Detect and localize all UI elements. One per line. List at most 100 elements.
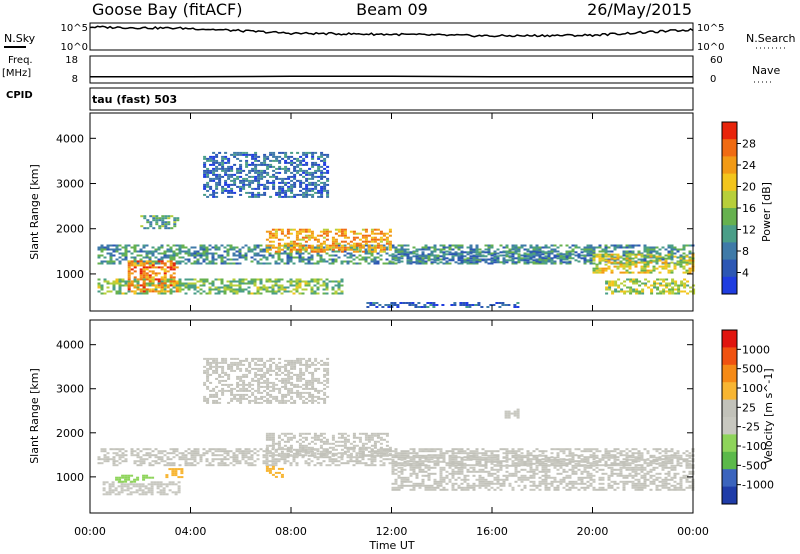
data-cell: [364, 258, 368, 261]
data-cell: [305, 401, 309, 404]
data-cell: [209, 373, 213, 376]
data-cell: [235, 280, 239, 283]
data-cell: [215, 377, 219, 380]
data-cell: [358, 248, 362, 251]
data-cell: [343, 234, 347, 237]
data-cell: [121, 476, 125, 479]
data-cell: [239, 189, 243, 192]
data-cell: [667, 252, 671, 255]
data-cell: [142, 280, 146, 283]
data-cell: [167, 217, 171, 220]
data-cell: [604, 452, 608, 455]
data-cell: [346, 262, 350, 265]
data-cell: [145, 250, 149, 253]
data-cell: [331, 446, 335, 449]
data-cell: [436, 262, 440, 265]
data-cell: [349, 460, 353, 463]
data-cell: [376, 228, 380, 231]
data-cell: [379, 250, 383, 253]
data-cell: [619, 265, 623, 268]
data-cell: [299, 161, 303, 164]
data-cell: [141, 491, 145, 494]
data-cell: [505, 255, 509, 258]
data-cell: [289, 250, 293, 253]
data-cell: [328, 230, 332, 233]
data-cell: [139, 274, 143, 277]
data-cell: [311, 399, 315, 402]
data-cell: [100, 244, 104, 247]
data-cell: [287, 359, 291, 362]
data-cell: [319, 258, 323, 261]
data-cell: [418, 248, 422, 251]
data-cell: [532, 256, 536, 259]
data-cell: [244, 460, 248, 463]
data-cell: [212, 399, 216, 402]
data-cell: [284, 165, 288, 168]
data-cell: [370, 458, 374, 461]
data-cell: [454, 261, 458, 264]
data-cell: [247, 450, 251, 453]
data-cell: [127, 476, 131, 479]
data-cell: [132, 483, 136, 486]
data-cell: [325, 456, 329, 459]
data-cell: [199, 244, 203, 247]
data-cell: [115, 282, 119, 285]
data-cell: [583, 450, 587, 453]
data-cell: [245, 191, 249, 194]
data-cell: [233, 163, 237, 166]
data-cell: [508, 259, 512, 262]
data-cell: [277, 250, 281, 253]
data-cell: [275, 193, 279, 196]
data-cell: [106, 262, 110, 265]
data-cell: [160, 266, 164, 269]
data-cell: [499, 261, 503, 264]
data-cell: [562, 450, 566, 453]
data-cell: [331, 248, 335, 251]
data-cell: [517, 456, 521, 459]
data-cell: [232, 288, 236, 291]
data-cell: [274, 280, 278, 283]
data-cell: [275, 175, 279, 178]
data-cell: [162, 493, 166, 496]
data-cell: [670, 246, 674, 249]
data-cell: [256, 254, 260, 257]
data-cell: [126, 483, 130, 486]
data-cell: [475, 464, 479, 467]
data-cell: [671, 278, 675, 281]
data-cell: [305, 379, 309, 382]
data-cell: [269, 151, 273, 154]
data-cell: [400, 456, 404, 459]
data-cell: [295, 230, 299, 233]
data-cell: [160, 278, 164, 281]
data-cell: [493, 257, 497, 260]
data-cell: [496, 259, 500, 262]
data-cell: [511, 257, 515, 260]
data-cell: [268, 434, 272, 437]
data-cell: [257, 183, 261, 186]
data-cell: [520, 244, 524, 247]
data-cell: [227, 191, 231, 194]
data-cell: [127, 250, 131, 253]
data-cell: [283, 262, 287, 265]
data-cell: [126, 489, 130, 492]
data-cell: [364, 228, 368, 231]
data-cell: [206, 375, 210, 378]
data-cell: [167, 215, 171, 218]
data-cell: [308, 177, 312, 180]
data-cell: [227, 183, 231, 186]
data-cell: [307, 454, 311, 457]
data-cell: [150, 481, 154, 484]
data-cell: [226, 254, 230, 257]
data-cell: [302, 153, 306, 156]
data-cell: [266, 157, 270, 160]
data-cell: [144, 485, 148, 488]
data-cell: [172, 262, 176, 265]
data-cell: [265, 246, 269, 249]
data-cell: [472, 450, 476, 453]
data-cell: [212, 359, 216, 362]
data-cell: [646, 248, 650, 251]
data-cell: [171, 474, 175, 477]
data-cell: [118, 478, 122, 481]
data-cell: [316, 240, 320, 243]
data-cell: [248, 169, 252, 172]
